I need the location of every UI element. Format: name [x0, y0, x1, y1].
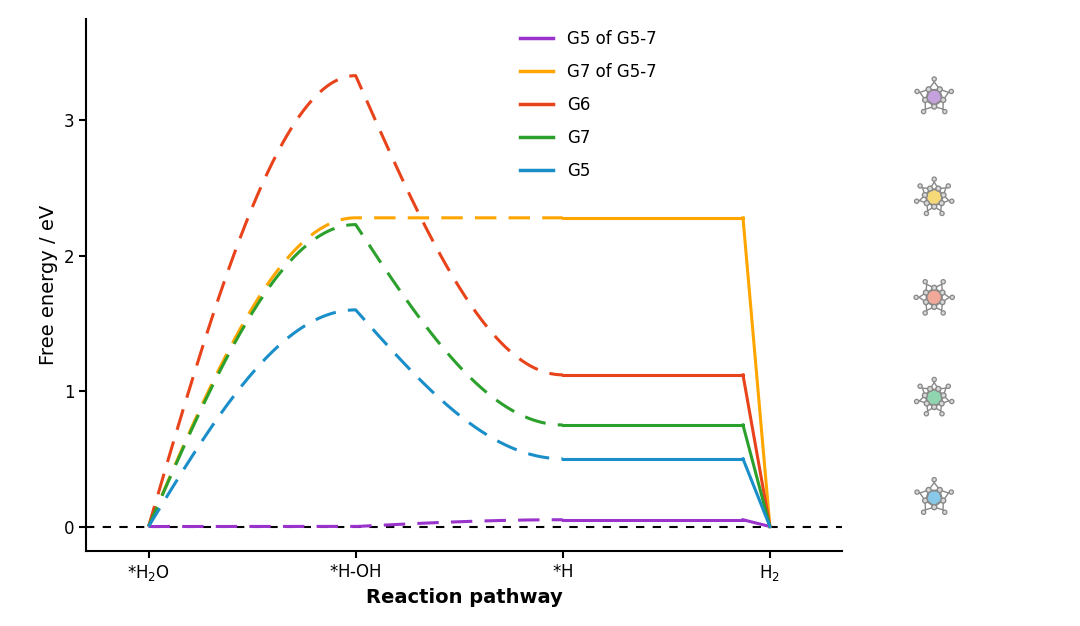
Circle shape — [932, 204, 936, 209]
Circle shape — [940, 212, 944, 215]
Circle shape — [943, 510, 947, 515]
Circle shape — [941, 311, 945, 315]
Polygon shape — [926, 491, 943, 506]
Circle shape — [928, 186, 932, 191]
Circle shape — [924, 412, 929, 416]
Circle shape — [918, 184, 922, 188]
Circle shape — [922, 393, 928, 398]
Y-axis label: Free energy / eV: Free energy / eV — [39, 205, 58, 365]
Circle shape — [941, 280, 945, 284]
Circle shape — [941, 498, 946, 503]
Circle shape — [915, 399, 919, 404]
Circle shape — [922, 193, 928, 198]
Circle shape — [940, 200, 944, 205]
Circle shape — [923, 290, 929, 295]
Circle shape — [924, 200, 929, 205]
Polygon shape — [926, 90, 943, 106]
Circle shape — [940, 401, 944, 406]
Circle shape — [949, 199, 954, 203]
Circle shape — [923, 300, 929, 305]
Circle shape — [932, 77, 936, 81]
X-axis label: Reaction pathway: Reaction pathway — [366, 588, 563, 607]
Circle shape — [927, 87, 931, 92]
Circle shape — [922, 98, 928, 103]
Legend: G5 of G5-7, G7 of G5-7, G6, G7, G5: G5 of G5-7, G7 of G5-7, G6, G7, G5 — [521, 30, 657, 180]
Circle shape — [941, 193, 946, 198]
Polygon shape — [926, 389, 943, 406]
Circle shape — [949, 90, 954, 94]
Circle shape — [918, 384, 922, 388]
Circle shape — [932, 104, 936, 109]
Circle shape — [932, 404, 936, 409]
Circle shape — [923, 280, 928, 284]
Circle shape — [928, 386, 932, 391]
Circle shape — [940, 300, 945, 305]
Circle shape — [921, 110, 926, 114]
Circle shape — [941, 393, 946, 398]
Circle shape — [932, 377, 936, 382]
Circle shape — [946, 384, 950, 388]
Circle shape — [915, 490, 919, 495]
Circle shape — [924, 212, 929, 215]
Circle shape — [937, 488, 942, 493]
Circle shape — [932, 505, 936, 510]
Circle shape — [932, 478, 936, 482]
Circle shape — [936, 386, 941, 391]
Circle shape — [932, 285, 936, 290]
Circle shape — [941, 98, 946, 103]
Circle shape — [950, 295, 955, 299]
Circle shape — [921, 510, 926, 515]
Circle shape — [949, 399, 954, 404]
Polygon shape — [926, 189, 943, 206]
Circle shape — [924, 401, 929, 406]
Circle shape — [915, 199, 919, 203]
Circle shape — [937, 87, 942, 92]
Circle shape — [914, 295, 918, 299]
Circle shape — [915, 90, 919, 94]
Circle shape — [927, 488, 931, 493]
Circle shape — [940, 412, 944, 416]
Circle shape — [932, 177, 936, 182]
Circle shape — [943, 110, 947, 114]
Polygon shape — [927, 289, 942, 306]
Circle shape — [949, 490, 954, 495]
Circle shape — [923, 311, 928, 315]
Circle shape — [936, 186, 941, 191]
Circle shape — [940, 290, 945, 295]
Circle shape — [932, 304, 936, 309]
Circle shape — [946, 184, 950, 188]
Circle shape — [922, 498, 928, 503]
